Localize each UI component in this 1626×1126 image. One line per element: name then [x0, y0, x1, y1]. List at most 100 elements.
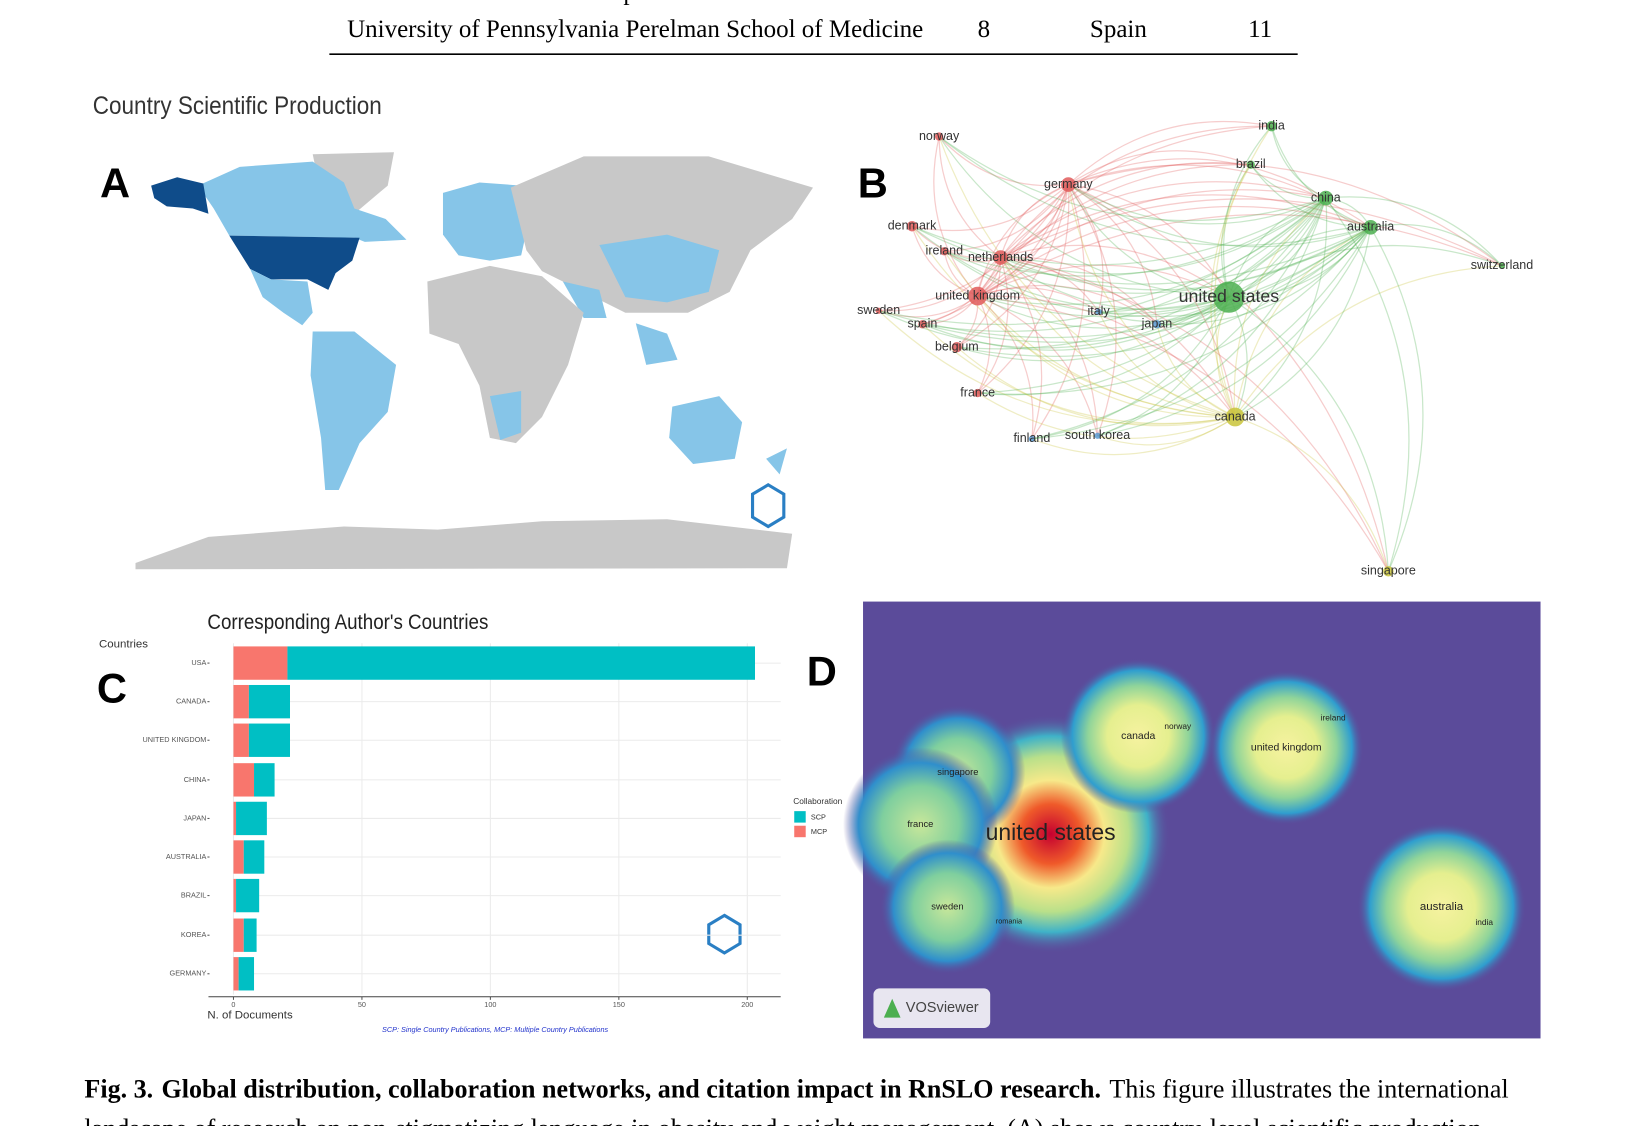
chart-note: SCP: Single Country Publications, MCP: M…: [382, 1025, 609, 1034]
map-title: Country Scientific Production: [93, 92, 382, 120]
network-node: [973, 388, 982, 398]
node-label: china: [1311, 190, 1341, 204]
network-edge: [1000, 257, 1099, 436]
network-edge: [977, 213, 1503, 297]
network-edge: [977, 184, 1069, 297]
network-edge: [977, 287, 1099, 313]
table-cell: 11: [1248, 0, 1272, 5]
bar-segment: [243, 840, 265, 874]
network-edge: [911, 225, 1230, 310]
network-edge: [1031, 296, 1230, 440]
node-label: belgium: [935, 339, 979, 353]
network-edge: [977, 295, 1236, 418]
network-node: [1061, 177, 1076, 192]
network-edge: [1223, 125, 1273, 298]
network-edge: [1000, 194, 1371, 259]
network-edge: [1228, 226, 1371, 298]
network-edge: [1228, 226, 1372, 298]
network-edge: [1228, 244, 1503, 298]
vosviewer-badge: [873, 988, 991, 1028]
network-edge: [1234, 226, 1371, 418]
network-edge: [977, 197, 1327, 394]
y-tick-label: USA: [191, 658, 206, 667]
node-label: brazil: [1236, 157, 1266, 171]
network-edge: [977, 296, 1230, 396]
legend-swatch: [794, 811, 806, 823]
density-label: romania: [996, 917, 1023, 926]
x-tick-label: 200: [741, 1000, 753, 1009]
network-edge: [1000, 183, 1069, 258]
network-edge: [878, 296, 1230, 349]
network-node: [875, 307, 882, 314]
x-tick-label: 50: [358, 1000, 366, 1009]
density-label: australia: [1420, 901, 1464, 913]
legend-swatch: [794, 825, 806, 838]
node-label: spain: [907, 317, 937, 331]
density-label: united kingdom: [1251, 742, 1322, 753]
network-edge: [1097, 227, 1372, 437]
density-blob: [1060, 658, 1216, 814]
node-label: italy: [1087, 304, 1110, 318]
node-label: norway: [919, 129, 960, 143]
network-edge: [938, 136, 1001, 259]
table-cell: University of Pennsylvania Perelman Scho…: [347, 16, 923, 43]
legend-label: SCP: [811, 812, 826, 821]
density-label: canada: [1121, 731, 1155, 742]
network-edge: [1370, 223, 1503, 267]
network-edge: [1271, 125, 1371, 228]
network-edge: [922, 323, 1236, 425]
network-edge: [933, 136, 979, 297]
network-edge: [1234, 227, 1372, 418]
network-edge: [1031, 197, 1327, 440]
network-edge: [977, 183, 1069, 297]
x-tick-label: 150: [613, 1000, 625, 1009]
network-edge: [1228, 197, 1327, 298]
network-edge: [1031, 226, 1372, 440]
network-edge: [977, 164, 1251, 297]
network-node: [968, 286, 988, 306]
network-edge: [938, 136, 1229, 298]
network-edge: [977, 257, 1009, 394]
network-edge: [1068, 183, 1230, 298]
network-edge: [977, 295, 1236, 418]
network-edge: [1097, 197, 1327, 437]
panel-label: A: [100, 160, 130, 207]
network-edge: [1271, 126, 1327, 199]
network-edge: [1097, 296, 1230, 437]
network-edge: [1098, 296, 1230, 323]
node-label: sweden: [857, 303, 900, 317]
network-node: [951, 341, 963, 353]
node-label: france: [960, 385, 995, 399]
density-blob: [1357, 822, 1526, 992]
network-node: [1383, 566, 1394, 577]
network-edge: [1000, 257, 1230, 310]
chart-title: Corresponding Author's Countries: [207, 611, 488, 634]
y-tick-label: AUSTRALIA: [166, 852, 207, 861]
network-edge: [1250, 164, 1371, 228]
bar-segment: [233, 878, 237, 913]
node-label: india: [1258, 118, 1284, 132]
bar-segment: [248, 723, 290, 757]
density-blob: [1208, 670, 1364, 825]
network-edge: [1370, 226, 1424, 572]
network-edge: [1156, 197, 1327, 325]
network-edge: [1068, 184, 1371, 248]
node-label: australia: [1347, 220, 1394, 234]
bar-segment: [233, 646, 288, 680]
network-edge: [1098, 311, 1236, 418]
network-edge: [911, 225, 1371, 285]
network-edge: [1325, 196, 1503, 267]
caption-part: Fig. 3.: [84, 1075, 153, 1104]
network-edge: [1031, 416, 1236, 456]
network-edge: [911, 197, 1327, 266]
network-edge: [1068, 183, 1236, 418]
node-label: south korea: [1065, 428, 1130, 442]
network-edge: [977, 264, 1230, 298]
network-edge: [1000, 256, 1158, 325]
network-node: [918, 320, 927, 329]
network-edge: [1000, 226, 1371, 291]
network-edge: [977, 197, 1327, 305]
network-edge: [1000, 198, 1503, 267]
